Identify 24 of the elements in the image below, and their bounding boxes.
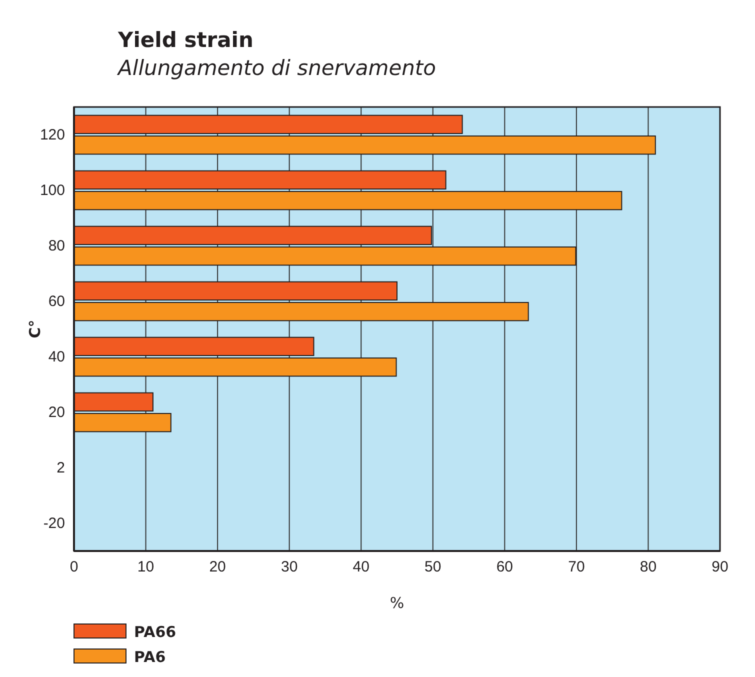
y-tick-label: 100	[40, 182, 65, 200]
x-tick-label: 50	[424, 558, 442, 576]
x-tick-label: 30	[280, 558, 298, 576]
y-tick-label: 60	[48, 293, 65, 310]
x-tick-label: 60	[496, 558, 514, 576]
y-tick-label: 20	[48, 404, 65, 422]
y-tick-label: 2	[56, 460, 65, 477]
y-tick-label: 120	[40, 126, 65, 144]
legend-label: PA6	[134, 648, 166, 666]
x-tick-label: 0	[70, 558, 78, 576]
x-tick-label: 90	[712, 558, 728, 576]
legend-label: PA66	[134, 623, 176, 641]
y-tick-label: 40	[48, 348, 65, 366]
chart-title: Yield strain	[117, 28, 254, 52]
x-tick-label: 40	[352, 558, 370, 576]
x-axis-title: %	[390, 594, 404, 612]
y-tick-label: -20	[43, 515, 65, 532]
x-tick-label: 70	[568, 558, 585, 576]
chart-subtitle: Allungamento di snervamento	[116, 56, 436, 80]
y-axis-title: C°	[26, 320, 44, 338]
x-tick-label: 20	[209, 558, 226, 576]
y-tick-label: 80	[48, 238, 65, 255]
x-tick-label: 80	[640, 558, 657, 576]
x-tick-label: 10	[137, 558, 154, 576]
